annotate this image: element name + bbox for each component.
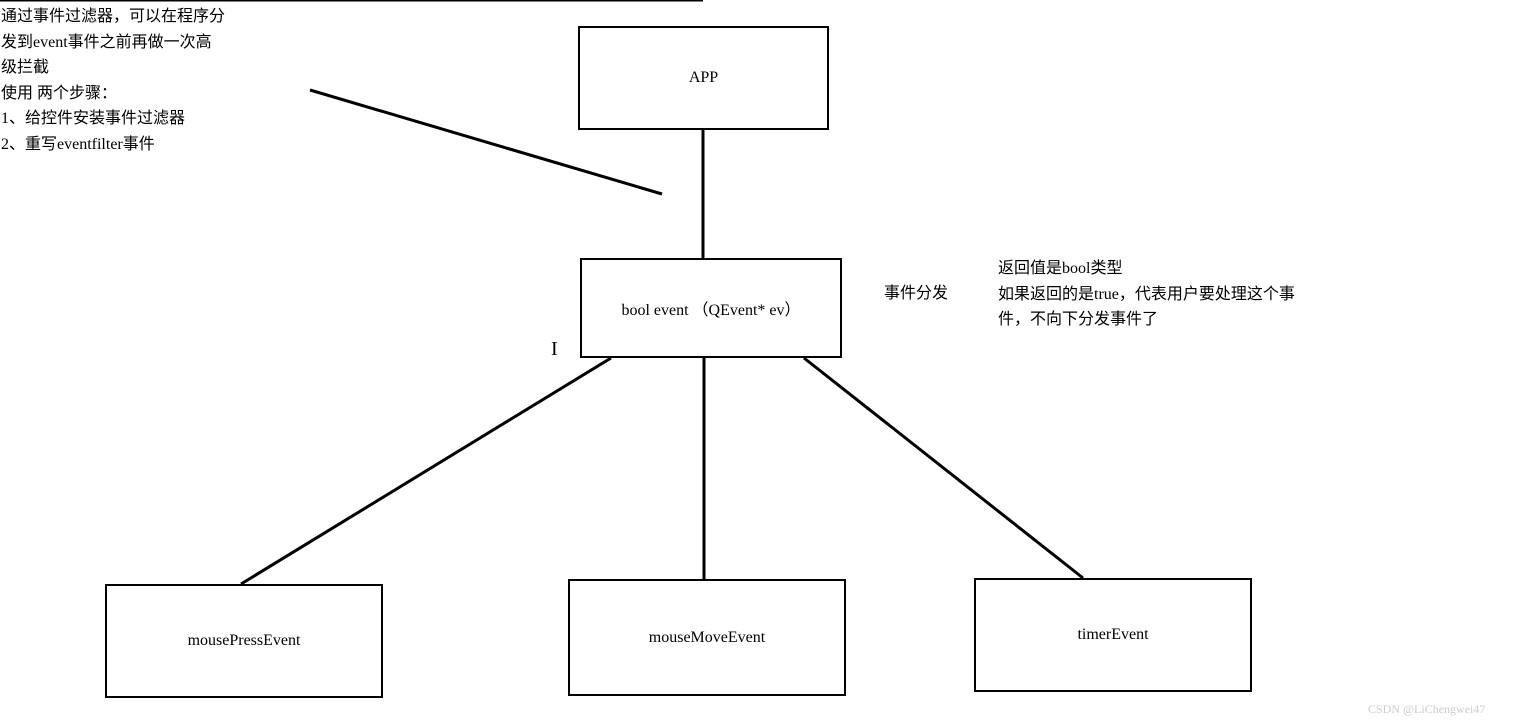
watermark: CSDN @LiChengwei47 (1368, 702, 1485, 717)
node-mouse-move-label: mouseMoveEvent (649, 629, 765, 647)
node-mouse-move: mouseMoveEvent (568, 579, 846, 696)
text-cursor-icon: I (551, 338, 558, 361)
annotation-return-desc: 返回值是bool类型 如果返回的是true，代表用户要处理这个事 件，不向下分发… (998, 256, 1295, 333)
node-event-label: bool event （QEvent* ev） (621, 296, 800, 320)
node-app: APP (578, 26, 829, 130)
edge-2 (241, 358, 611, 584)
node-app-label: APP (689, 69, 718, 87)
node-timer: timerEvent (974, 578, 1252, 692)
edge-4 (804, 358, 1083, 578)
annotation-dispatch-label: 事件分发 (884, 281, 948, 307)
node-mouse-press-label: mousePressEvent (188, 632, 301, 650)
annotation-filter-desc: 通过事件过滤器，可以在程序分 发到event事件之前再做一次高 级拦截 使用 两… (1, 4, 225, 158)
node-event: bool event （QEvent* ev） (580, 258, 842, 358)
node-timer-label: timerEvent (1077, 626, 1148, 644)
node-mouse-press: mousePressEvent (105, 584, 383, 698)
